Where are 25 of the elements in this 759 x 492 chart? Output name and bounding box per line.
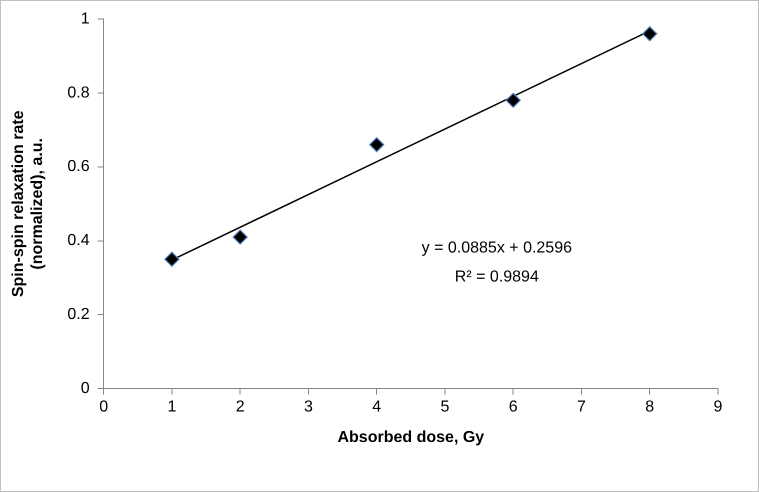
x-tick-label: 6	[508, 398, 518, 416]
x-tick-label: 5	[440, 398, 450, 416]
x-tick-label: 7	[577, 398, 586, 416]
point	[164, 252, 180, 267]
x-tick-label: 9	[714, 398, 723, 416]
y-tick-label: 1	[80, 10, 90, 28]
x-tick-label: 8	[645, 398, 654, 416]
y-axis-title: Spin-spin relaxation rate (normalized), a.u.	[10, 110, 46, 298]
y-tick-label: 0.2	[67, 306, 90, 324]
x-axis-title: Absorbed dose, Gy	[337, 428, 484, 446]
point	[506, 92, 521, 108]
x-tick-label: 2	[236, 398, 245, 416]
x-tick-label: 1	[167, 398, 176, 416]
y-tick-label: 0.6	[67, 158, 90, 176]
point	[642, 26, 658, 42]
annotation: R² = 0.9894	[454, 268, 539, 286]
x-tick-label: 4	[372, 398, 382, 416]
x-tick-label: 3	[304, 398, 313, 416]
y-tick-label: 0.4	[67, 232, 90, 250]
annotation: y = 0.0885x + 0.2596	[422, 240, 572, 257]
point	[369, 137, 384, 152]
x-tick-label: 0	[99, 398, 108, 416]
point	[232, 229, 248, 245]
y-tick-label: 0.8	[67, 84, 90, 102]
y-tick-label: 0	[80, 380, 90, 398]
